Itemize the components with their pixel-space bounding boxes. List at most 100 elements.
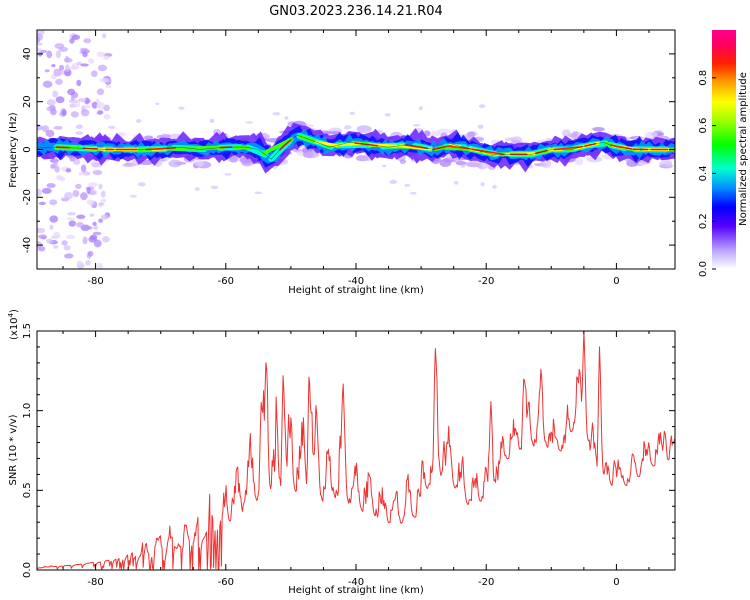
speckle-blob (60, 197, 70, 202)
speckle-blob (93, 225, 99, 231)
speckle-blob (53, 68, 62, 77)
speckle-blob (53, 125, 63, 130)
speckle-blob (75, 131, 84, 135)
snr-x-axis: -80 -60 -40 -20 0 (62, 331, 650, 588)
speckle-blob (137, 182, 146, 187)
speckle-blob (103, 55, 110, 60)
speckle-blob (85, 260, 91, 266)
speckle-blob (67, 212, 76, 216)
speckle-blob (55, 96, 65, 104)
speckle-blob (54, 42, 65, 50)
speckle-blob (91, 101, 98, 109)
y-tick-label: 0 (22, 146, 33, 152)
speckle-blob (477, 124, 484, 129)
speckle-blob (100, 190, 106, 198)
speckle-blob (65, 168, 72, 173)
spectrogram-y-axis: -40 -20 0 20 40 (22, 29, 675, 270)
speckle-blob (155, 102, 160, 105)
speckle-blob (98, 183, 103, 190)
halo-blob (291, 148, 303, 152)
speckle-blob (108, 125, 116, 129)
speckle-blob (78, 171, 83, 176)
speckle-blob (76, 260, 83, 266)
speckle-blob (68, 220, 76, 227)
speckle-blob (64, 55, 70, 63)
speckle-blob (88, 58, 95, 64)
speckle-blob (364, 157, 372, 162)
x-tick-label: -40 (348, 276, 364, 287)
colorbar-tick-label: 0.8 (698, 70, 709, 86)
halo-blob (437, 128, 453, 135)
speckle-blob (37, 33, 44, 41)
halo-blob (453, 159, 462, 163)
speckle-blob (404, 183, 411, 187)
x-tick-label: -20 (478, 276, 494, 287)
speckle-blob (49, 224, 54, 230)
speckle-blob (135, 119, 142, 124)
speckle-blob (418, 106, 423, 111)
speckle-blob (75, 124, 83, 130)
speckle-blob (87, 250, 94, 257)
speckle-blob (76, 214, 86, 220)
speckle-blob (66, 217, 76, 221)
colorbar: 0.0 0.2 0.4 0.6 0.8 Normalized spectral ampl… (698, 30, 749, 277)
snr-x-axis-label: Height of straight line (km) (288, 585, 424, 596)
speckle-blob (412, 124, 421, 127)
speckle-blob (389, 179, 398, 185)
speckle-blob (54, 165, 60, 173)
speckle-blob (103, 114, 111, 120)
speckle-blob (460, 164, 466, 168)
halo-blob (465, 162, 481, 168)
speckle-blob (80, 164, 87, 173)
speckle-blob (46, 50, 53, 59)
speckle-blob (80, 108, 90, 117)
speckle-blob (51, 64, 56, 68)
speckle-blob (492, 184, 497, 189)
y-tick-label: 1.0 (22, 403, 33, 419)
halo-blob (94, 162, 103, 168)
y-tick-label: -20 (22, 189, 33, 205)
speckle-blob (92, 170, 103, 176)
x-tick-label: -80 (87, 276, 103, 287)
x-tick-label: 0 (613, 276, 619, 287)
speckle-blob (50, 108, 57, 116)
speckle-blob (381, 164, 387, 168)
speckle-blob (65, 64, 70, 73)
x-tick-label: -20 (478, 577, 494, 588)
halo-blob (423, 130, 431, 137)
speckle-blob (92, 231, 102, 236)
spectrogram-y-axis-label: Frequency (Hz) (8, 112, 19, 188)
ridge-core-segment (447, 145, 471, 150)
speckle-blob (209, 118, 215, 123)
speckle-blob (37, 227, 46, 234)
speckle-blob (75, 183, 82, 189)
speckle-blob (52, 90, 59, 98)
speckle-blob (410, 191, 417, 195)
halo-blob (638, 161, 647, 166)
speckle-blob (210, 185, 219, 190)
halo-blob (592, 127, 605, 132)
halo-blob (575, 157, 584, 166)
speckle-blob (96, 51, 106, 58)
x-tick-label: -60 (218, 577, 234, 588)
speckle-blob (71, 34, 80, 41)
speckle-blob (178, 106, 185, 110)
speckle-blob (63, 245, 71, 251)
colorbar-ticks: 0.0 0.2 0.4 0.6 0.8 (698, 70, 716, 277)
speckle-blob (59, 64, 65, 71)
snr-panel: -80 -60 -40 -20 0 0.0 0.5 1.0 1.5 Height of str… (7, 309, 676, 596)
colorbar-tick-label: 0.6 (698, 118, 709, 134)
speckle-blob (69, 38, 75, 44)
halo-blob (540, 159, 552, 168)
y-tick-label: 0.5 (22, 482, 33, 498)
speckle-blob (272, 112, 281, 116)
speckle-blob (98, 218, 103, 223)
speckle-blob (254, 191, 263, 195)
y-tick-label: 1.5 (22, 323, 33, 339)
speckle-blob (201, 162, 208, 166)
speckle-blob (344, 125, 352, 130)
speckle-blob (64, 253, 74, 259)
speckle-blob (37, 188, 42, 197)
speckle-blob (82, 171, 91, 176)
